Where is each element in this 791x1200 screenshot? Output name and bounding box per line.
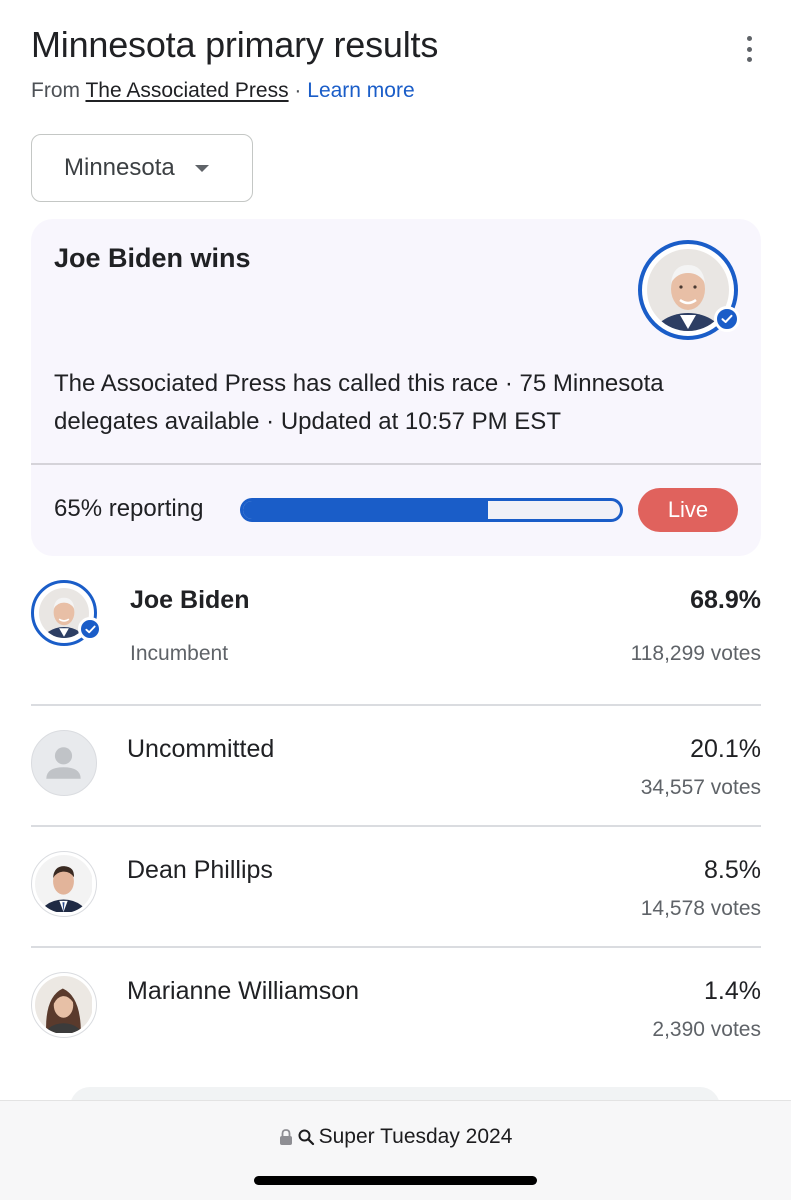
home-indicator[interactable] — [254, 1176, 537, 1185]
state-dropdown-value: Minnesota — [64, 154, 175, 181]
person-photo-icon — [35, 976, 92, 1034]
results-header: Minnesota primary results From The Assoc… — [31, 22, 761, 112]
candidate-percent: 8.5% — [704, 856, 761, 884]
source-line: From The Associated Press · Learn more — [31, 78, 761, 104]
reporting-progress-fill — [243, 501, 489, 519]
candidate-name: Joe Biden — [130, 586, 250, 614]
candidate-status: Incumbent — [130, 642, 229, 665]
browser-address-bar[interactable]: Super Tuesday 2024 — [0, 1100, 791, 1200]
candidate-votes: 34,557 votes — [640, 776, 761, 799]
candidate-row-joe-biden[interactable]: Joe Biden Incumbent 68.9% 118,299 votes — [31, 578, 761, 706]
row-divider — [31, 825, 761, 827]
more-options-icon[interactable] — [737, 34, 761, 64]
race-call-text: The Associated Press has called this rac… — [54, 370, 664, 435]
candidate-name: Marianne Williamson — [127, 977, 360, 1005]
search-icon — [298, 1129, 314, 1146]
candidate-avatar — [31, 851, 97, 917]
winner-heading: Joe Biden wins — [54, 243, 251, 273]
default-avatar-icon — [31, 730, 97, 796]
candidate-name: Dean Phillips — [127, 856, 273, 884]
verified-check-icon — [78, 617, 102, 641]
candidate-row-dean-phillips[interactable]: Dean Phillips 8.5% 14,578 votes — [31, 826, 761, 948]
candidate-row-marianne-williamson[interactable]: Marianne Williamson 1.4% 2,390 votes — [31, 947, 761, 1067]
candidate-name: Uncommitted — [127, 735, 275, 763]
state-dropdown[interactable]: Minnesota — [31, 134, 253, 202]
card-divider — [31, 463, 761, 465]
candidate-avatar — [31, 972, 97, 1038]
reporting-label: 65% reporting — [54, 495, 204, 522]
address-content[interactable]: Super Tuesday 2024 — [0, 1125, 791, 1149]
candidate-votes: 2,390 votes — [652, 1018, 761, 1041]
race-result-card: Joe Biden wins The Associated Press has … — [31, 219, 761, 556]
source-prefix: From — [31, 79, 80, 102]
reporting-progress-bar — [240, 498, 623, 522]
page-title: Minnesota primary results — [31, 24, 439, 65]
person-photo-icon — [647, 249, 729, 331]
row-divider — [31, 946, 761, 948]
verified-check-icon — [714, 306, 740, 332]
candidate-votes: 14,578 votes — [640, 897, 761, 920]
candidate-votes: 118,299 votes — [630, 642, 761, 665]
source-link[interactable]: The Associated Press — [85, 79, 289, 102]
candidate-row-uncommitted[interactable]: Uncommitted 20.1% 34,557 votes — [31, 705, 761, 827]
learn-more-link[interactable]: Learn more — [307, 79, 415, 102]
candidate-percent: 1.4% — [704, 977, 761, 1005]
person-photo-icon — [35, 855, 92, 913]
candidate-avatar — [31, 580, 102, 646]
caret-down-icon — [194, 164, 209, 172]
lock-icon — [279, 1129, 292, 1145]
address-text: Super Tuesday 2024 — [318, 1125, 513, 1148]
live-badge[interactable]: Live — [638, 488, 738, 532]
winner-avatar — [638, 240, 740, 340]
candidate-percent: 20.1% — [690, 735, 761, 763]
candidate-percent: 68.9% — [690, 586, 761, 614]
row-divider — [31, 704, 761, 706]
source-separator: · — [294, 79, 302, 102]
